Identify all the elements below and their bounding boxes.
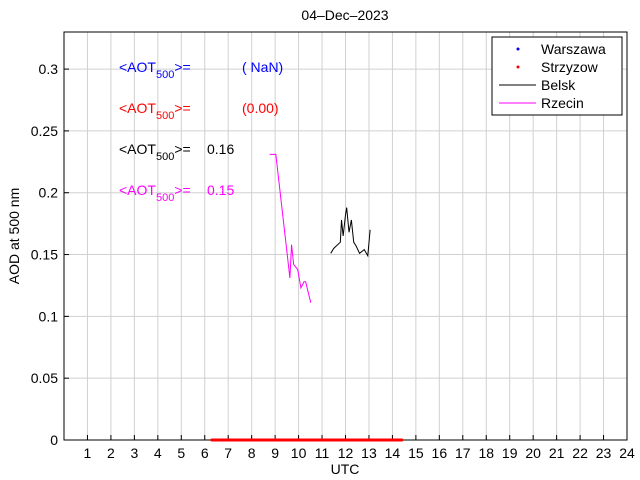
legend-label: Belsk xyxy=(541,77,576,93)
y-tick-label: 0 xyxy=(50,432,58,448)
aot-value: (0.00) xyxy=(242,100,279,116)
x-tick-label: 8 xyxy=(248,445,256,461)
x-tick-label: 2 xyxy=(107,445,115,461)
x-tick-label: 4 xyxy=(154,445,162,461)
aot-annotation: <AOT500>= xyxy=(119,182,191,204)
y-tick-label: 0.2 xyxy=(39,185,59,201)
x-tick-label: 12 xyxy=(338,445,354,461)
aot-annotation: <AOT500>= xyxy=(119,100,191,122)
x-tick-label: 13 xyxy=(361,445,377,461)
x-tick-label: 5 xyxy=(177,445,185,461)
series-line-rzecin xyxy=(269,153,312,303)
legend-label: Strzyzow xyxy=(541,59,599,75)
y-tick-label: 0.25 xyxy=(31,123,58,139)
x-tick-label: 6 xyxy=(201,445,209,461)
y-tick-label: 0.15 xyxy=(31,247,58,263)
y-axis-label: AOD at 500 nm xyxy=(6,188,22,285)
aot-value: 0.15 xyxy=(207,182,234,198)
x-tick-label: 23 xyxy=(596,445,612,461)
legend-label: Rzecin xyxy=(541,95,584,111)
x-tick-label: 22 xyxy=(572,445,588,461)
legend-swatch xyxy=(516,65,520,69)
x-tick-label: 19 xyxy=(502,445,518,461)
x-tick-label: 3 xyxy=(130,445,138,461)
aot-value: 0.16 xyxy=(207,141,234,157)
y-tick-label: 0.05 xyxy=(31,370,58,386)
x-tick-label: 21 xyxy=(549,445,565,461)
x-axis-label: UTC xyxy=(331,461,360,477)
x-tick-label: 9 xyxy=(271,445,279,461)
legend-label: Warszawa xyxy=(541,41,606,57)
x-tick-label: 14 xyxy=(385,445,401,461)
aot-annotation: <AOT500>= xyxy=(119,59,191,81)
x-tick-label: 7 xyxy=(224,445,232,461)
legend-box xyxy=(491,36,623,116)
chart-title: 04–Dec–2023 xyxy=(301,7,388,23)
x-tick-label: 1 xyxy=(84,445,92,461)
x-tick-label: 24 xyxy=(619,445,635,461)
y-tick-label: 0.3 xyxy=(39,61,59,77)
series-line-belsk xyxy=(330,207,371,258)
aot-value: ( NaN) xyxy=(242,59,283,75)
x-tick-label: 10 xyxy=(291,445,307,461)
data-point-strzyzow xyxy=(400,438,404,442)
x-tick-label: 11 xyxy=(315,445,330,461)
legend: Warszawa Strzyzow Belsk Rzecin xyxy=(491,36,623,116)
legend-swatch xyxy=(516,47,520,51)
x-tick-label: 16 xyxy=(432,445,448,461)
x-tick-label: 20 xyxy=(525,445,541,461)
x-tick-label: 17 xyxy=(455,445,471,461)
y-tick-label: 0.1 xyxy=(39,308,59,324)
aot-annotation: <AOT500>= xyxy=(119,141,191,163)
x-tick-label: 18 xyxy=(478,445,494,461)
x-tick-label: 15 xyxy=(408,445,424,461)
